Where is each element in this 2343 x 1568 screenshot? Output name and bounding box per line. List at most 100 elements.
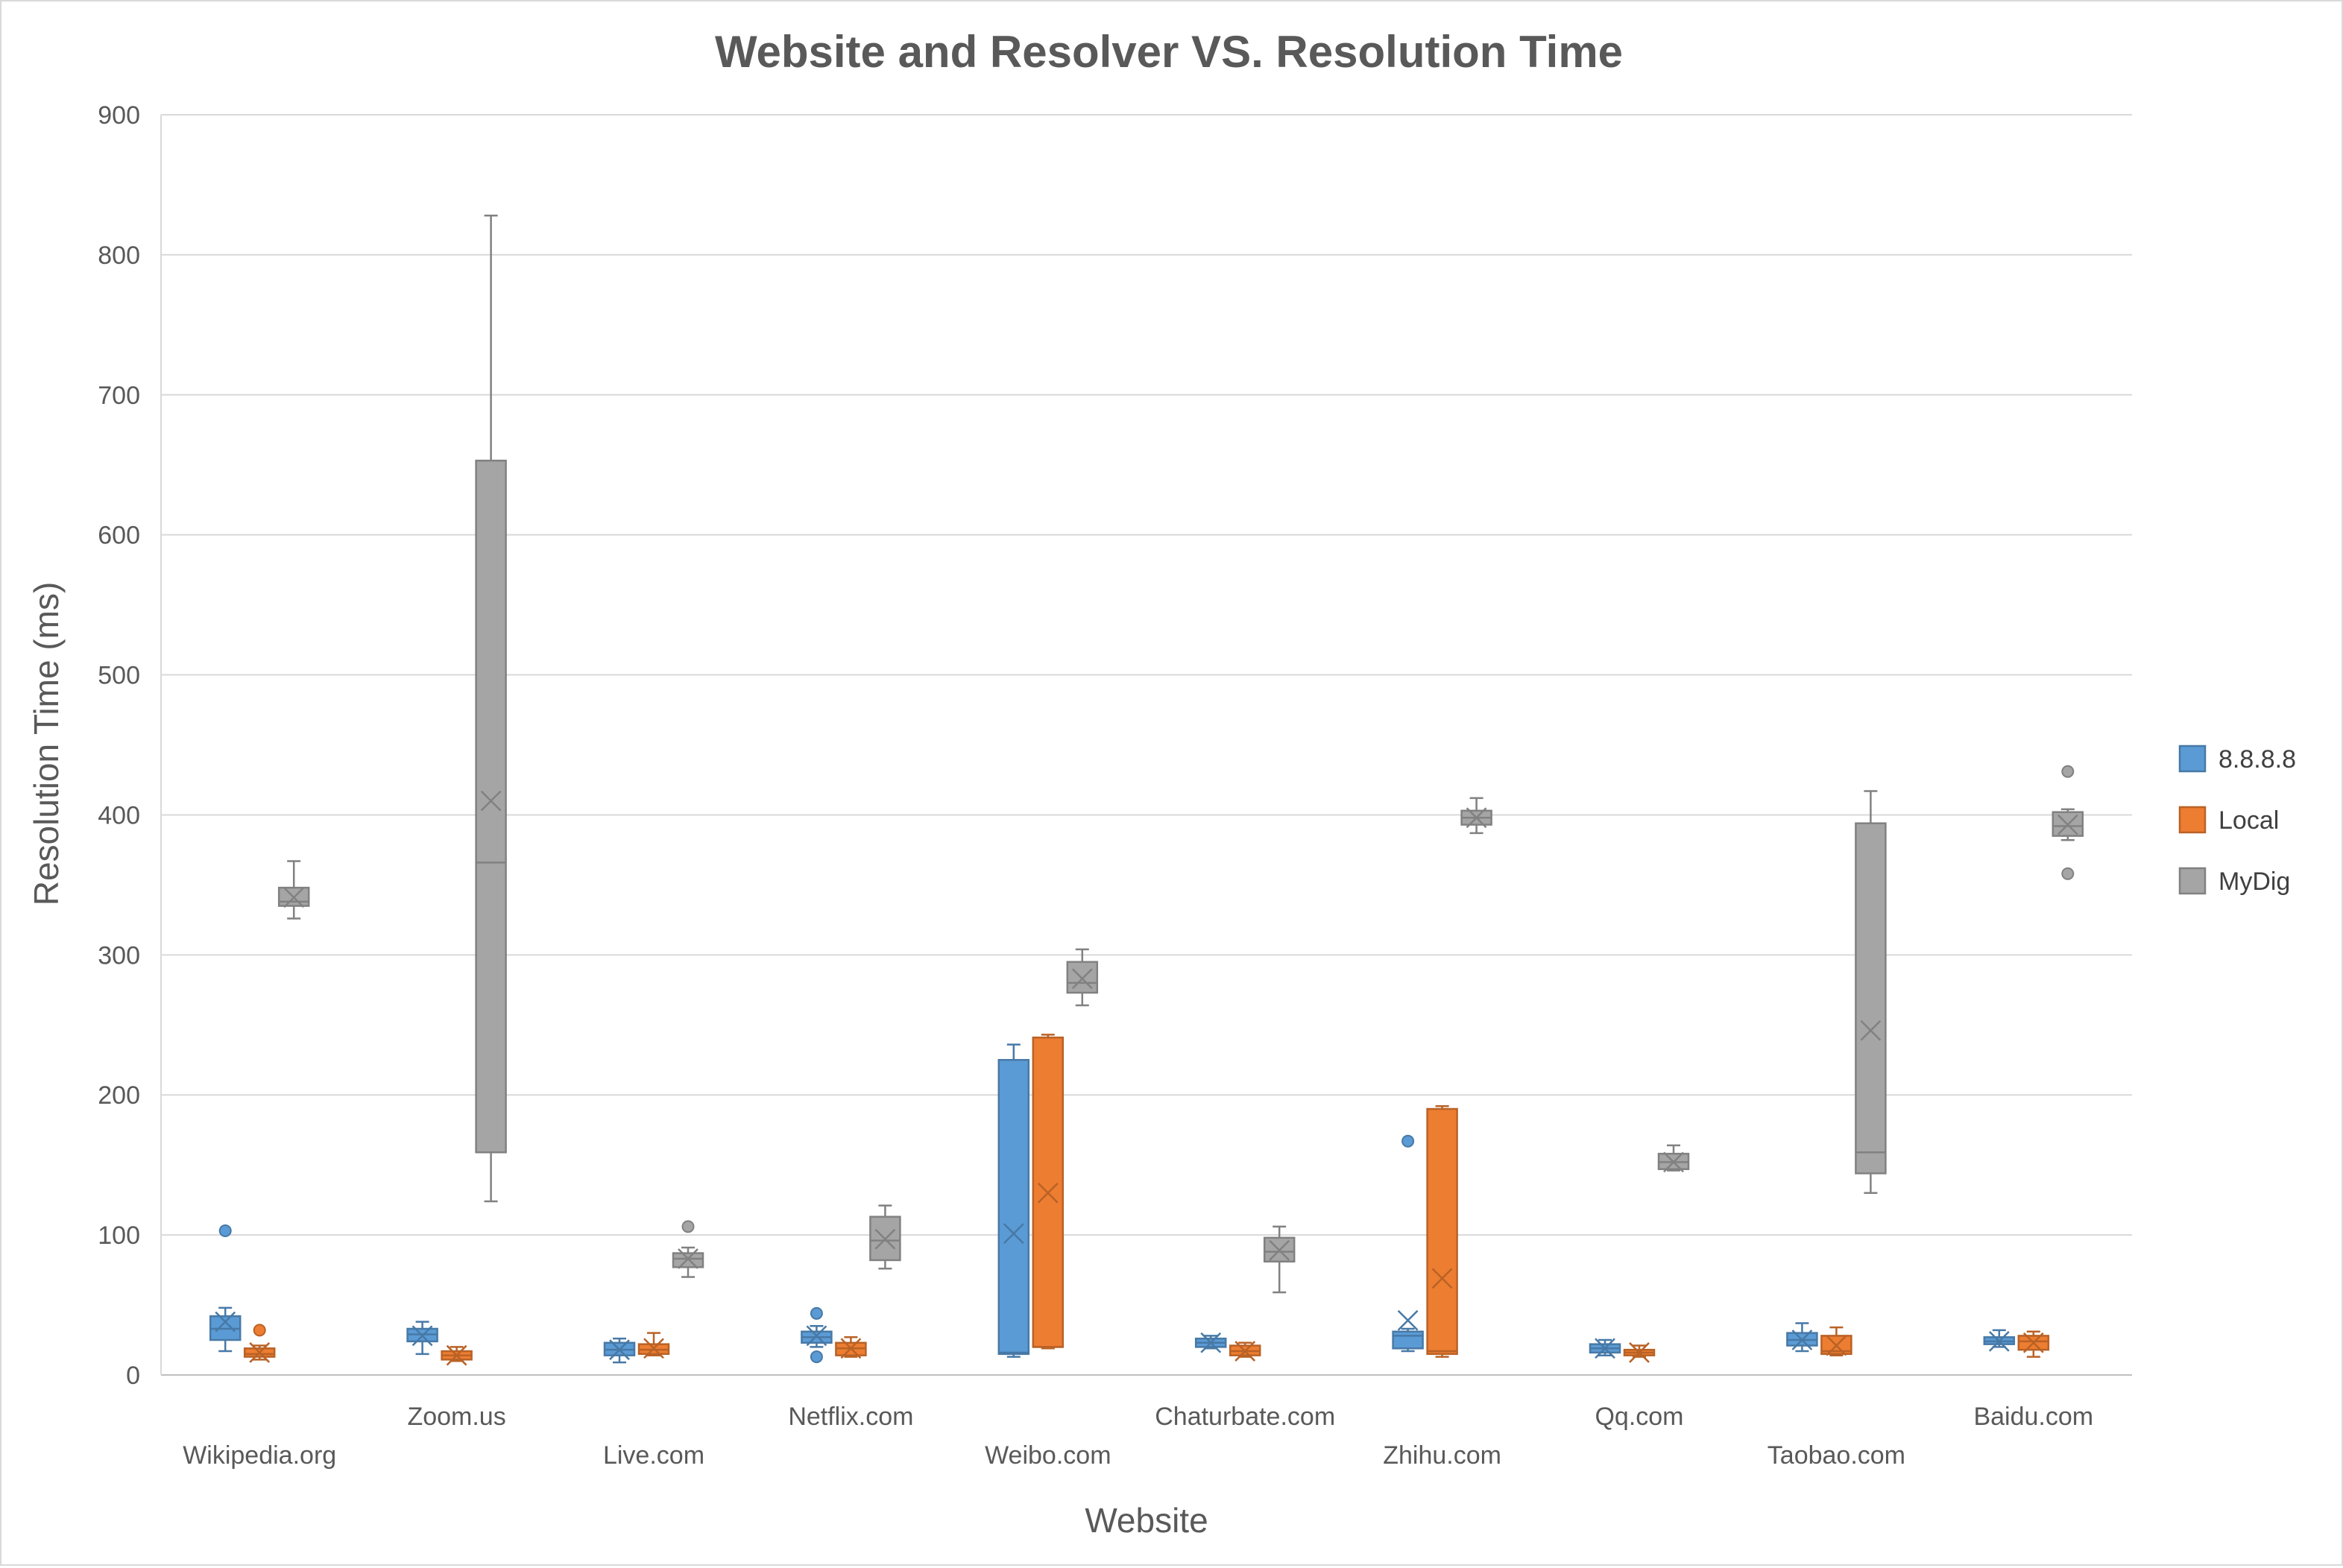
x-category-label: Chaturbate.com: [1155, 1403, 1335, 1431]
mean-marker: [840, 1338, 862, 1359]
box-iqr: [672, 1252, 704, 1268]
box-Local-baidu-com: [2017, 1330, 2050, 1358]
box-Local-qq-com: [1623, 1342, 1656, 1363]
y-tick-label: 600: [98, 522, 140, 550]
mean-marker: [446, 1344, 467, 1366]
mean-marker: [480, 790, 502, 812]
legend-label: Local: [2219, 806, 2279, 835]
legend-label: 8.8.8.8: [2219, 745, 2296, 774]
box-MyDig-zhihu-com: [1460, 797, 1492, 835]
box-8-8-8-8-chaturbate-com: [1194, 1332, 1227, 1353]
mean-marker: [1037, 1182, 1059, 1204]
box-MyDig-zoom-us: [475, 215, 507, 1203]
box-8-8-8-8-wikipedia-org: [209, 1224, 242, 1353]
legend: 8.8.8.8 Local MyDig: [2178, 745, 2296, 896]
y-tick-label: 700: [98, 382, 140, 410]
box-Local-zhihu-com: [1426, 1105, 1458, 1358]
mean-marker: [806, 1325, 827, 1347]
mean-marker: [283, 887, 305, 908]
mean-marker: [1791, 1330, 1813, 1350]
box-Local-zoom-us: [441, 1344, 473, 1366]
y-tick-label: 300: [98, 941, 140, 970]
mean-marker: [1200, 1332, 1222, 1353]
y-tick-label: 0: [126, 1362, 140, 1390]
x-category-label: Netflix.com: [788, 1403, 913, 1431]
mean-marker: [1003, 1223, 1024, 1245]
mean-marker: [249, 1342, 271, 1363]
mean-marker: [215, 1311, 236, 1333]
mean-marker: [1397, 1309, 1419, 1331]
box-MyDig-wikipedia-org: [277, 860, 310, 920]
mean-marker: [1595, 1338, 1615, 1359]
y-axis-ticks: 0 100 200 300 400 500 600 700 800 900: [98, 101, 140, 1390]
box-MyDig-baidu-com: [2052, 765, 2084, 880]
y-tick-label: 100: [98, 1221, 140, 1250]
mean-marker: [1234, 1341, 1256, 1362]
x-category-label: Qq.com: [1595, 1403, 1683, 1431]
box-iqr: [1066, 961, 1099, 994]
outlier-point: [253, 1324, 266, 1337]
box-iqr: [1855, 822, 1887, 1175]
x-category-label: Zoom.us: [407, 1403, 505, 1431]
mean-marker: [1629, 1342, 1650, 1363]
x-category-label: Baidu.com: [1973, 1403, 2093, 1431]
box-series: [209, 215, 2084, 1366]
mean-marker: [1826, 1335, 1847, 1356]
x-category-label: Weibo.com: [985, 1441, 1111, 1470]
box-Local-netflix-com: [835, 1336, 867, 1359]
box-Local-wikipedia-org: [243, 1324, 276, 1363]
outlier-point: [810, 1306, 823, 1320]
box-8-8-8-8-qq-com: [1589, 1338, 1621, 1359]
box-MyDig-netflix-com: [869, 1204, 901, 1270]
box-iqr: [997, 1059, 1030, 1356]
box-8-8-8-8-taobao-com: [1786, 1322, 1818, 1353]
y-tick-label: 900: [98, 101, 140, 130]
box-MyDig-weibo-com: [1066, 948, 1099, 1007]
legend-swatch: [2178, 745, 2207, 773]
box-Local-live-com: [637, 1332, 670, 1359]
outlier-point: [810, 1350, 823, 1364]
box-iqr: [1426, 1107, 1458, 1356]
x-category-label: Taobao.com: [1768, 1441, 1905, 1470]
legend-swatch: [2178, 806, 2207, 834]
box-MyDig-chaturbate-com: [1263, 1225, 1296, 1294]
box-8-8-8-8-baidu-com: [1983, 1329, 2016, 1352]
x-category-label: Zhihu.com: [1383, 1441, 1501, 1470]
mean-marker: [678, 1248, 699, 1269]
box-8-8-8-8-netflix-com: [801, 1306, 833, 1364]
chart-title: Website and Resolver VS. Resolution Time: [715, 27, 1623, 77]
box-iqr: [475, 459, 507, 1154]
x-axis-categories: Wikipedia.org Zoom.us Live.com Netflix.com W…: [183, 1403, 2093, 1470]
mean-marker: [643, 1338, 664, 1359]
y-axis-title: Resolution Time (ms): [27, 582, 66, 906]
x-axis-title: Website: [1085, 1501, 1208, 1540]
mean-marker: [411, 1325, 433, 1347]
mean-marker: [1988, 1331, 2010, 1352]
mean-marker: [1466, 807, 1487, 829]
gridlines: [160, 114, 2132, 1376]
legend-swatch: [2178, 867, 2207, 895]
box-MyDig-taobao-com: [1855, 790, 1887, 1194]
box-Local-chaturbate-com: [1229, 1341, 1261, 1362]
mean-marker: [1431, 1268, 1453, 1289]
box-MyDig-qq-com: [1657, 1144, 1690, 1173]
mean-marker: [1860, 1019, 1882, 1041]
box-8-8-8-8-live-com: [603, 1337, 636, 1364]
box-8-8-8-8-zoom-us: [406, 1321, 438, 1356]
outlier-point: [2061, 765, 2075, 778]
legend-label: MyDig: [2219, 867, 2290, 896]
box-Local-weibo-com: [1032, 1034, 1065, 1350]
box-8-8-8-8-zhihu-com: [1392, 1134, 1424, 1353]
mean-marker: [609, 1339, 630, 1361]
mean-marker: [1269, 1239, 1290, 1261]
mean-marker: [1663, 1151, 1684, 1173]
box-MyDig-live-com: [672, 1220, 704, 1278]
y-tick-label: 200: [98, 1081, 140, 1110]
y-tick-label: 500: [98, 662, 140, 690]
box-iqr: [1392, 1330, 1424, 1350]
box-Local-taobao-com: [1820, 1326, 1852, 1356]
x-category-label: Live.com: [603, 1441, 704, 1470]
outlier-point: [2061, 867, 2075, 880]
